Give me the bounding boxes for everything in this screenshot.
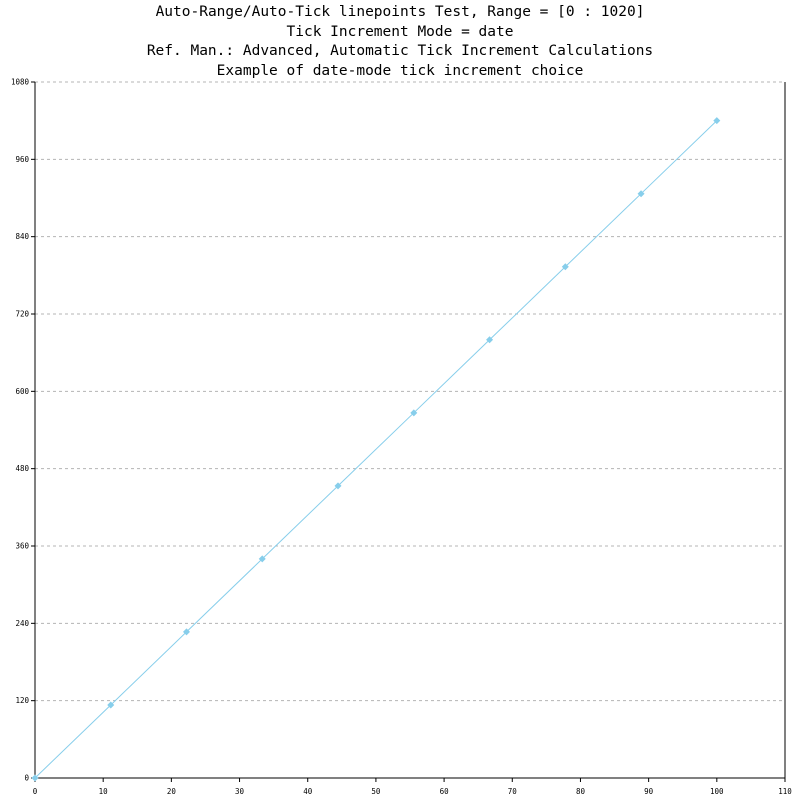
y-tick-label: 720 bbox=[15, 310, 29, 319]
y-tick-label: 240 bbox=[15, 619, 29, 628]
y-tick-label: 960 bbox=[15, 155, 29, 164]
chart-title-line-1: Auto-Range/Auto-Tick linepoints Test, Ra… bbox=[155, 4, 645, 20]
data-point bbox=[334, 482, 342, 490]
x-tick-label: 100 bbox=[710, 787, 724, 796]
x-tick-label: 70 bbox=[508, 787, 518, 796]
chart-title-line-3: Ref. Man.: Advanced, Automatic Tick Incr… bbox=[146, 43, 654, 59]
series-line bbox=[34, 120, 718, 779]
x-tick-label: 0 bbox=[33, 787, 38, 796]
series bbox=[31, 117, 721, 782]
data-point bbox=[637, 190, 645, 198]
data-point bbox=[713, 117, 721, 125]
y-tick-label: 480 bbox=[15, 464, 29, 473]
data-point bbox=[183, 628, 190, 636]
data-point bbox=[486, 336, 494, 344]
grid-lines bbox=[35, 81, 785, 702]
data-point bbox=[561, 263, 569, 271]
data-point bbox=[107, 701, 115, 709]
y-tick-label: 600 bbox=[15, 387, 29, 396]
x-tick-label: 60 bbox=[440, 787, 450, 796]
y-tick-label: 360 bbox=[15, 542, 29, 551]
x-tick-label: 50 bbox=[371, 787, 381, 796]
x-tick-label: 110 bbox=[778, 787, 792, 796]
chart-title-line-4: Example of date-mode tick increment choi… bbox=[216, 62, 584, 79]
y-tick-label: 840 bbox=[15, 232, 29, 241]
x-tick-label: 10 bbox=[99, 787, 109, 796]
y-tick-label: 120 bbox=[15, 696, 29, 705]
x-tick-label: 20 bbox=[167, 787, 177, 796]
y-tick-label: 0 bbox=[24, 774, 29, 783]
chart-title: Auto-Range/Auto-Tick linepoints Test, Ra… bbox=[0, 3, 800, 81]
x-tick-label: 30 bbox=[235, 787, 245, 796]
data-point bbox=[258, 555, 266, 563]
x-tick-label: 90 bbox=[644, 787, 654, 796]
y-tick-label: 1080 bbox=[11, 78, 30, 87]
chart-title-line-2: Tick Increment Mode = date bbox=[286, 23, 514, 40]
tick-labels: 0 120 240 360 480 600 720 840 960 1080 0 10 20 30 40 50… bbox=[11, 78, 792, 797]
data-point bbox=[410, 409, 418, 417]
data-point bbox=[31, 774, 39, 782]
x-tick-label: 40 bbox=[303, 787, 313, 796]
axes bbox=[34, 82, 786, 779]
x-tick-label: 80 bbox=[576, 787, 586, 796]
tick-marks bbox=[31, 81, 786, 782]
